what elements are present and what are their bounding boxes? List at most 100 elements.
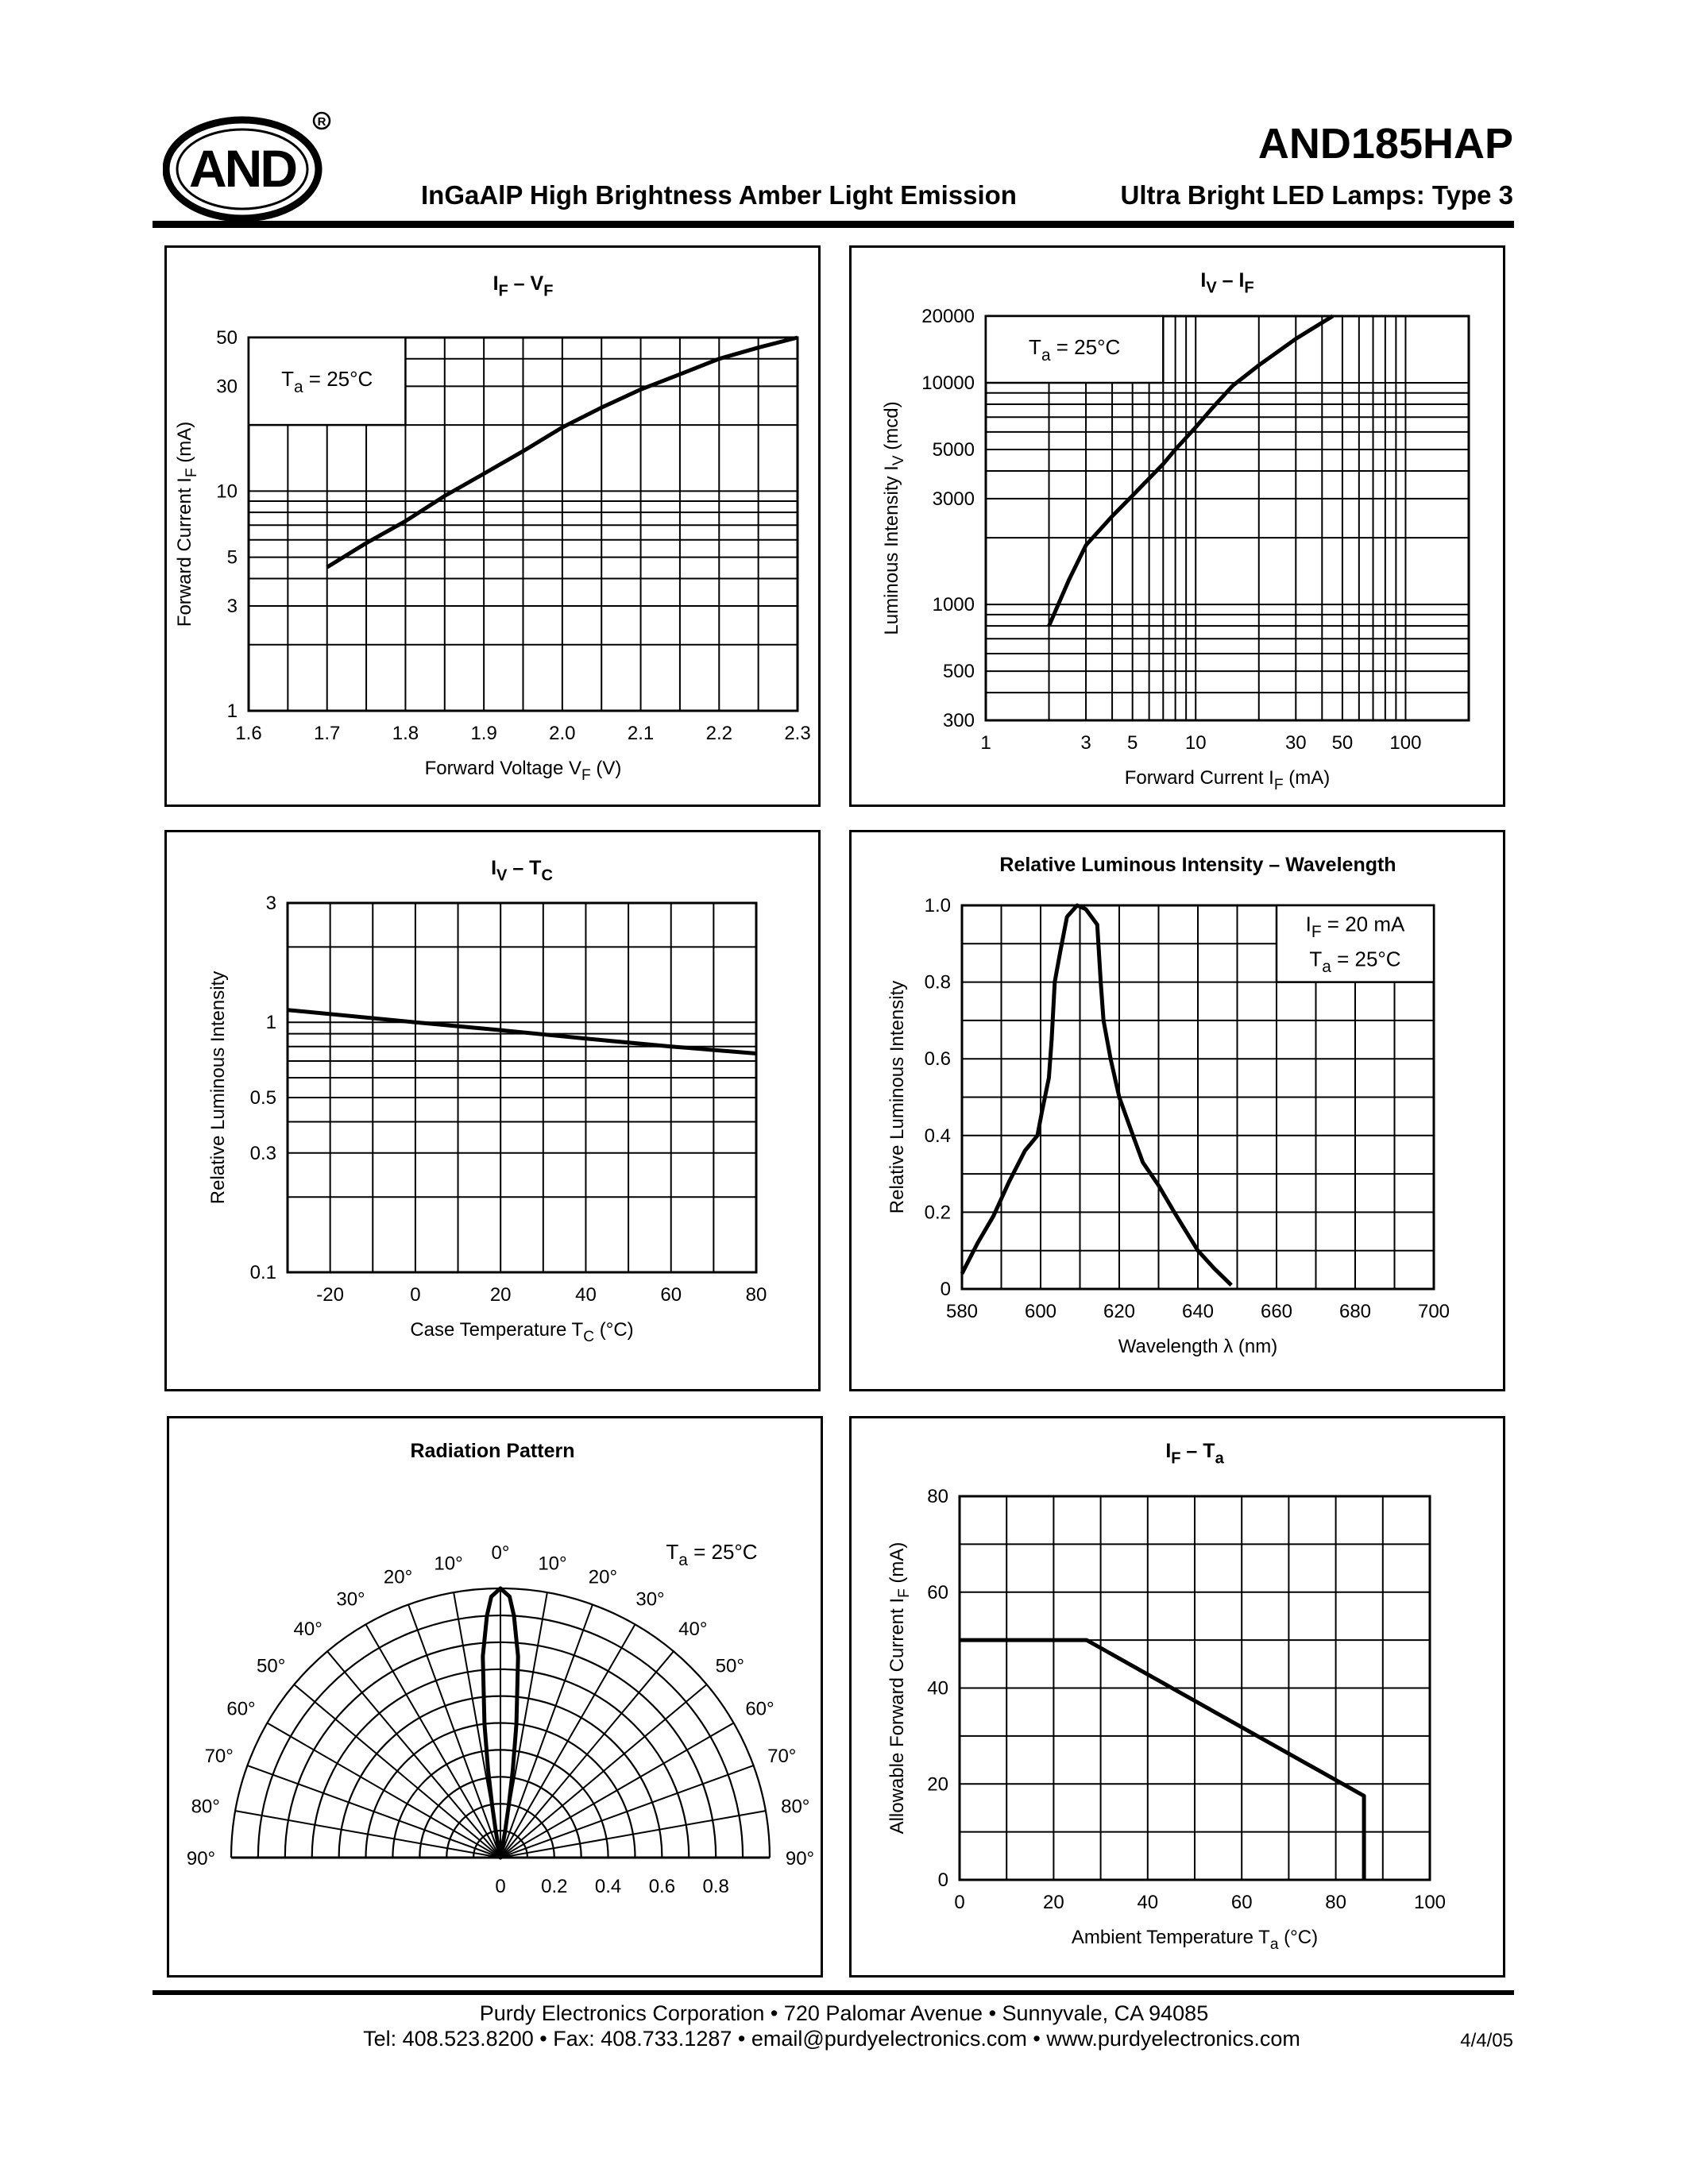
polar-spoke xyxy=(500,1722,735,1858)
product-description: InGaAlP High Brightness Amber Light Emis… xyxy=(421,180,1017,210)
angle-label: 90° xyxy=(187,1848,215,1870)
angle-label: 70° xyxy=(767,1746,796,1767)
text-segment: (mA) xyxy=(1284,767,1331,789)
text-segment: Forward Voltage V xyxy=(425,758,581,779)
radial-tick-label: 0 xyxy=(495,1876,505,1897)
angle-label: 50° xyxy=(716,1656,744,1677)
subscript: C xyxy=(541,867,552,885)
text-segment: I xyxy=(491,857,496,879)
annotation-text: Ta = 25°C xyxy=(1029,335,1120,365)
subscript: F xyxy=(896,1588,913,1598)
y-axis-label: Allowable Forward Current IF (mA) xyxy=(886,1542,913,1835)
polar-spoke xyxy=(234,1810,501,1858)
text-segment: (V) xyxy=(591,758,622,779)
angle-label: 90° xyxy=(786,1848,814,1870)
x-tick-label: 100 xyxy=(1414,1892,1446,1913)
y-tick-label: 10 xyxy=(216,480,238,502)
y-tick-label: 300 xyxy=(943,710,975,731)
y-tick-label: 0.4 xyxy=(925,1125,951,1147)
x-tick-label: 20 xyxy=(1043,1892,1064,1913)
annotation-text: Ta = 25°C xyxy=(281,367,373,396)
angle-label: 40° xyxy=(294,1619,323,1640)
x-axis-label: Ambient Temperature Ta (°C) xyxy=(1072,1927,1318,1953)
y-tick-label: 3 xyxy=(227,596,238,617)
x-axis-label: Forward Current IF (mA) xyxy=(1125,767,1330,793)
text-segment: = 25°C xyxy=(1051,335,1121,359)
text-segment: Luminous Intensity I xyxy=(881,465,902,635)
angle-label: 0° xyxy=(492,1542,510,1564)
text-segment: – V xyxy=(508,272,544,295)
angle-label: 80° xyxy=(191,1796,220,1818)
annotation-text: IF = 20 mA xyxy=(1306,912,1405,941)
x-tick-label: 30 xyxy=(1285,732,1307,754)
chart-title: Relative Luminous Intensity – Wavelength xyxy=(999,854,1396,876)
text-segment: Case Temperature T xyxy=(410,1319,583,1341)
annotation-box xyxy=(984,314,1165,384)
y-tick-label: 5 xyxy=(227,547,238,569)
angle-label: 80° xyxy=(781,1796,809,1818)
subscript: F xyxy=(1171,1450,1180,1468)
text-segment: Allowable Forward Current I xyxy=(886,1598,908,1834)
subscript: F xyxy=(1244,280,1253,297)
subscript: a xyxy=(1215,1450,1225,1468)
text-segment: (°C) xyxy=(594,1319,634,1341)
subscript: F xyxy=(183,468,200,477)
svg-text:R: R xyxy=(318,115,326,129)
y-tick-label: 0.5 xyxy=(250,1087,276,1109)
subscript: F xyxy=(499,283,508,300)
series-line xyxy=(960,903,1233,1287)
y-tick-label: 5000 xyxy=(933,439,975,461)
y-axis-label: Relative Luminous Intensity xyxy=(886,981,908,1214)
polar-spoke xyxy=(408,1604,501,1858)
x-tick-label: 2.2 xyxy=(706,723,732,744)
chart-title: IF – Ta xyxy=(1165,1440,1224,1468)
y-tick-label: 0 xyxy=(941,1279,951,1300)
text-segment: (mcd) xyxy=(881,401,902,455)
subscript: F xyxy=(1274,777,1284,793)
text-segment: – T xyxy=(1180,1440,1215,1462)
chart-panel-wavelength: Relative Luminous Intensity – Wavelength… xyxy=(849,830,1505,1391)
x-tick-label: 1.6 xyxy=(235,723,261,744)
y-axis-label: Luminous Intensity IV (mcd) xyxy=(881,401,907,635)
radial-tick-label: 0.8 xyxy=(703,1876,729,1897)
angle-label: 10° xyxy=(538,1553,566,1575)
plot-frame xyxy=(960,904,1435,1291)
y-tick-label: 80 xyxy=(927,1486,948,1507)
x-tick-label: 60 xyxy=(660,1284,682,1306)
polar-spoke xyxy=(326,1650,501,1858)
annotation-box xyxy=(1275,904,1435,983)
subscript: V xyxy=(890,455,907,465)
radial-tick-label: 0.6 xyxy=(649,1876,675,1897)
x-tick-label: 0 xyxy=(410,1284,420,1306)
y-axis-label: Relative Luminous Intensity xyxy=(207,971,229,1204)
polar-spoke xyxy=(266,1722,501,1858)
x-tick-label: 40 xyxy=(575,1284,597,1306)
radiation-lobe xyxy=(481,1586,520,1860)
text-segment: Relative Luminous Intensity xyxy=(207,971,229,1204)
polar-spoke xyxy=(247,1765,501,1858)
y-tick-label: 1 xyxy=(227,700,238,722)
angle-label: 30° xyxy=(635,1589,664,1611)
text-segment: Wavelength λ (nm) xyxy=(1118,1336,1278,1357)
subscript: F xyxy=(1311,923,1322,941)
series-line xyxy=(326,335,798,569)
revision-date: 4/4/05 xyxy=(1460,2030,1513,2051)
subscript: a xyxy=(1041,346,1051,365)
y-tick-label: 1.0 xyxy=(925,895,951,916)
product-series: Ultra Bright LED Lamps: Type 3 xyxy=(1120,180,1513,210)
text-segment: I xyxy=(1200,269,1206,291)
text-segment: I xyxy=(493,272,499,295)
x-tick-label: 640 xyxy=(1182,1301,1214,1322)
angle-label: 60° xyxy=(745,1699,774,1720)
x-tick-label: 620 xyxy=(1103,1301,1135,1322)
angle-label: 50° xyxy=(257,1656,285,1677)
header-divider xyxy=(153,221,1514,228)
text-segment: T xyxy=(1309,947,1322,970)
x-tick-label: 40 xyxy=(1137,1892,1158,1913)
text-segment: (mA) xyxy=(174,422,195,469)
x-tick-label: -20 xyxy=(316,1284,344,1306)
polar-spoke xyxy=(293,1684,501,1858)
x-tick-label: 1 xyxy=(980,732,991,754)
y-tick-label: 0.3 xyxy=(250,1143,276,1164)
